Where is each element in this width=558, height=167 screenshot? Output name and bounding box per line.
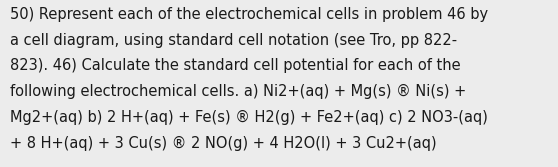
- Text: + 8 H+(aq) + 3 Cu(s) ® 2 NO(g) + 4 H2O(l) + 3 Cu2+(aq): + 8 H+(aq) + 3 Cu(s) ® 2 NO(g) + 4 H2O(l…: [10, 136, 437, 151]
- Text: 50) Represent each of the electrochemical cells in problem 46 by: 50) Represent each of the electrochemica…: [10, 7, 488, 22]
- Text: 823). 46) Calculate the standard cell potential for each of the: 823). 46) Calculate the standard cell po…: [10, 58, 461, 73]
- Text: a cell diagram, using standard cell notation (see Tro, pp 822-: a cell diagram, using standard cell nota…: [10, 33, 457, 48]
- Text: Mg2+(aq) b) 2 H+(aq) + Fe(s) ® H2(g) + Fe2+(aq) c) 2 NO3-(aq): Mg2+(aq) b) 2 H+(aq) + Fe(s) ® H2(g) + F…: [10, 110, 488, 125]
- Text: following electrochemical cells. a) Ni2+(aq) + Mg(s) ® Ni(s) +: following electrochemical cells. a) Ni2+…: [10, 84, 466, 99]
